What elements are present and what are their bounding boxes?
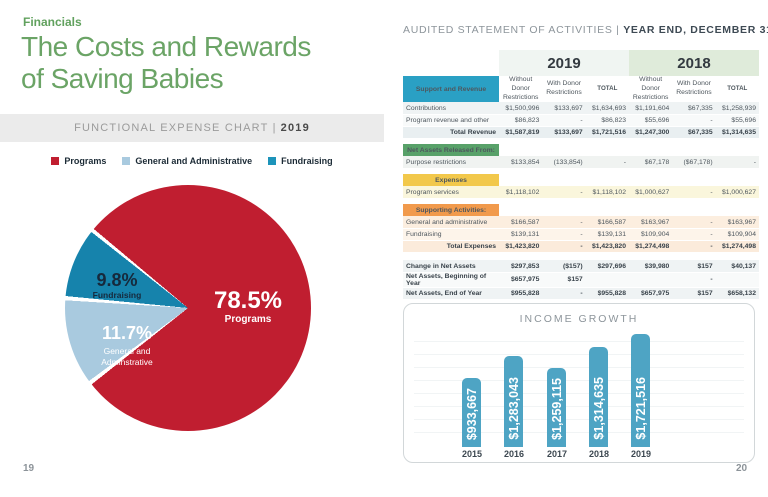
bar-2017: $1,259,115 <box>547 368 566 447</box>
section-header-released: Net Assets Released From: <box>403 144 759 157</box>
bar-value-2016: $1,283,043 <box>506 377 521 440</box>
axis-label-2016: 2016 <box>503 449 525 459</box>
page-title: The Costs and Rewards of Saving Babies <box>21 31 311 94</box>
pie-name-programs: Programs <box>224 314 272 326</box>
pie-label-fundraising: 9.8% Fundraising <box>77 271 157 300</box>
table-row-net-assets-begin: Net Assets, Beginning of Year $657,975 $… <box>403 272 759 288</box>
legend-swatch-general-admin-icon <box>122 157 131 165</box>
table-row-total-expenses: Total Expenses $1,423,820 - $1,423,820 $… <box>403 240 759 253</box>
bar-2015: $933,667 <box>462 378 481 447</box>
table-row-total-revenue: Total Revenue $1,587,819 $133,697 $1,721… <box>403 126 759 139</box>
table-row-contributions: Contributions $1,500,996 $133,697 $1,634… <box>403 102 759 115</box>
col-header: Without Donor Restrictions <box>632 76 669 101</box>
statement-header: AUDITED STATEMENT OF ACTIVITIES | YEAR E… <box>403 24 768 36</box>
table-row-purpose-restrictions: Purpose restrictions $133,854 (133,854) … <box>403 156 759 169</box>
bar-2018: $1,314,635 <box>589 347 608 447</box>
pie-name-general-admin: General and Adminstrative <box>101 345 153 367</box>
bar-2016: $1,283,043 <box>504 356 523 447</box>
pie-label-programs: 78.5% Programs <box>198 288 298 326</box>
income-growth-title: INCOME GROWTH <box>519 313 639 325</box>
table-row-program-revenue: Program revenue and other $86,823 - $86,… <box>403 114 759 127</box>
pie-pct-programs: 78.5% <box>213 287 283 314</box>
table-row-general-admin: General and administrative $166,587 - $1… <box>403 216 759 229</box>
col-header: With Donor Restrictions <box>676 80 712 97</box>
page-number-left: 19 <box>23 463 35 474</box>
chart-header-year: 2019 <box>280 122 310 134</box>
table-column-header-row: Support and Revenue Without Donor Restri… <box>403 76 759 103</box>
legend-swatch-programs-icon <box>51 157 60 165</box>
legend-label-fundraising: Fundraising <box>281 156 333 166</box>
legend-label-programs: Programs <box>64 156 107 166</box>
axis-label-2015: 2015 <box>461 449 483 459</box>
page-number-right: 20 <box>736 463 748 474</box>
legend-item-general-admin: General and Administrative <box>122 156 252 166</box>
statement-header-bold: YEAR END, DECEMBER 31 <box>623 24 768 36</box>
bar-value-2015: $933,667 <box>464 387 479 440</box>
table-row-net-assets-end: Net Assets, End of Year $955,828 - $955,… <box>403 287 759 300</box>
table-year-row: 2019 2018 <box>403 50 759 76</box>
pie-pct-fundraising: 9.8% <box>96 270 138 290</box>
statement-table: 2019 2018 Support and Revenue Without Do… <box>403 50 759 300</box>
section-header-expenses: Expenses <box>403 174 759 187</box>
pie-name-fundraising: Fundraising <box>92 289 142 300</box>
table-row-change-net-assets: Change in Net Assets $297,853 ($157) $29… <box>403 260 759 273</box>
legend-label-general-admin: General and Administrative <box>135 156 253 166</box>
chart-header-label: FUNCTIONAL EXPENSE CHART | <box>74 122 277 134</box>
table-row-fundraising: Fundraising $139,131 - $139,131 $109,904… <box>403 228 759 241</box>
axis-label-2017: 2017 <box>546 449 568 459</box>
legend-item-programs: Programs <box>51 156 106 166</box>
year-2019-header: 2019 <box>499 50 629 76</box>
axis-label-2018: 2018 <box>588 449 610 459</box>
bar-value-2019: $1,721,516 <box>633 377 648 440</box>
bar-2019: $1,721,516 <box>631 334 650 447</box>
year-2018-header: 2018 <box>628 50 759 76</box>
col-header-total: TOTAL <box>597 85 618 93</box>
axis-label-2019: 2019 <box>630 449 652 459</box>
bar-value-2018: $1,314,635 <box>591 377 606 440</box>
pie-label-general-admin: 11.7% General and Adminstrative <box>87 324 167 368</box>
col-header: With Donor Restrictions <box>546 80 582 97</box>
pie-legend: Programs General and Administrative Fund… <box>0 156 384 166</box>
page-title-line1: The Costs and Rewards <box>21 31 311 62</box>
chart-header-band: FUNCTIONAL EXPENSE CHART | 2019 <box>0 114 384 142</box>
right-page: AUDITED STATEMENT OF ACTIVITIES | YEAR E… <box>384 0 768 497</box>
expense-pie-chart <box>65 185 311 431</box>
bar-value-2017: $1,259,115 <box>549 378 564 440</box>
col-header-total: TOTAL <box>727 85 748 93</box>
table-row-program-services: Program services $1,118,102 - $1,118,102… <box>403 186 759 199</box>
legend-swatch-fundraising-icon <box>268 157 277 165</box>
pie-pct-general-admin: 11.7% <box>101 323 153 343</box>
page-title-line2: of Saving Babies <box>21 62 224 94</box>
left-page: Financials The Costs and Rewards of Savi… <box>0 15 384 474</box>
statement-header-prefix: AUDITED STATEMENT OF ACTIVITIES | <box>403 24 624 36</box>
col-header: Without Donor Restrictions <box>502 76 539 101</box>
legend-item-fundraising: Fundraising <box>268 156 333 166</box>
section-eyebrow: Financials <box>23 15 82 29</box>
income-growth-chart: INCOME GROWTH $933,667 $1,283,043 $1,259… <box>403 303 755 463</box>
section-header-supporting: Supporting Activities: <box>403 204 759 217</box>
support-revenue-header: Support and Revenue <box>403 76 500 103</box>
